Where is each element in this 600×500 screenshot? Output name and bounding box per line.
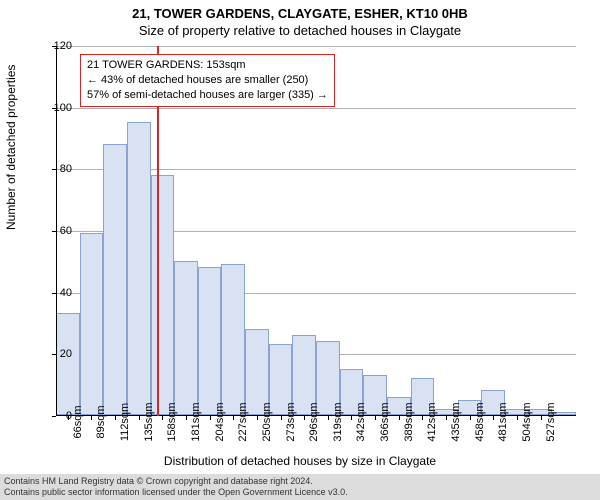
page-subtitle: Size of property relative to detached ho… (0, 21, 600, 38)
footer-line2: Contains public sector information licen… (4, 487, 596, 498)
x-tick (375, 416, 376, 420)
histogram-bar (56, 313, 80, 415)
x-tick-label: 89sqm (95, 405, 107, 438)
x-tick-label: 527sqm (545, 402, 557, 441)
x-tick-label: 158sqm (166, 402, 178, 441)
x-tick (422, 416, 423, 420)
marker-info-box: 21 TOWER GARDENS: 153sqm ← 43% of detach… (80, 54, 335, 107)
x-tick (233, 416, 234, 420)
x-tick-label: 112sqm (119, 403, 131, 441)
x-tick-label: 135sqm (143, 402, 155, 441)
x-tick-label: 296sqm (308, 402, 320, 441)
histogram-bar (127, 122, 151, 415)
x-tick-label: 412sqm (426, 402, 438, 441)
page-title: 21, TOWER GARDENS, CLAYGATE, ESHER, KT10… (0, 0, 600, 21)
x-tick-label: 273sqm (285, 402, 297, 441)
footer-line1: Contains HM Land Registry data © Crown c… (4, 476, 596, 487)
x-tick (328, 416, 329, 420)
y-axis-label: Number of detached properties (4, 65, 18, 230)
x-tick (257, 416, 258, 420)
x-tick (351, 416, 352, 420)
x-axis-label: Distribution of detached houses by size … (0, 454, 600, 468)
x-tick (210, 416, 211, 420)
x-tick-label: 481sqm (497, 402, 509, 441)
x-tick-label: 204sqm (214, 402, 226, 441)
histogram-bar (174, 261, 198, 415)
info-line1: 21 TOWER GARDENS: 153sqm (87, 58, 328, 73)
histogram-bar (198, 267, 222, 415)
x-tick-label: 389sqm (403, 402, 415, 441)
gridline (56, 46, 576, 47)
y-tick-label: 40 (32, 287, 72, 299)
x-tick (281, 416, 282, 420)
y-tick-label: 60 (32, 225, 72, 237)
x-tick-label: 366sqm (379, 402, 391, 441)
y-tick-label: 20 (32, 348, 72, 360)
x-tick (91, 416, 92, 420)
x-tick-label: 435sqm (450, 402, 462, 441)
x-tick-label: 227sqm (237, 402, 249, 441)
x-tick (115, 416, 116, 420)
y-tick-label: 80 (32, 163, 72, 175)
histogram-bar (80, 233, 104, 415)
x-tick-label: 250sqm (261, 402, 273, 441)
x-tick (162, 416, 163, 420)
x-tick (399, 416, 400, 420)
histogram-bar (221, 264, 245, 415)
info-line2: ← 43% of detached houses are smaller (25… (87, 73, 328, 88)
x-tick-label: 342sqm (355, 402, 367, 441)
x-tick (186, 416, 187, 420)
footer: Contains HM Land Registry data © Crown c… (0, 474, 600, 500)
x-tick (493, 416, 494, 420)
y-tick-label: 120 (32, 40, 72, 52)
x-tick (446, 416, 447, 420)
x-tick-label: 66sqm (72, 405, 84, 438)
x-tick (470, 416, 471, 420)
x-tick (517, 416, 518, 420)
x-tick-label: 504sqm (521, 402, 533, 441)
y-tick-label: 100 (32, 102, 72, 114)
histogram-bar (103, 144, 127, 415)
x-tick (139, 416, 140, 420)
gridline (56, 108, 576, 109)
info-line3: 57% of semi-detached houses are larger (… (87, 88, 328, 103)
histogram-bar (151, 175, 175, 416)
x-tick (541, 416, 542, 420)
y-tick-label: 0 (32, 410, 72, 422)
x-tick-label: 181sqm (190, 402, 202, 441)
x-tick-label: 458sqm (474, 402, 486, 441)
x-tick (304, 416, 305, 420)
x-tick-label: 319sqm (332, 402, 344, 441)
